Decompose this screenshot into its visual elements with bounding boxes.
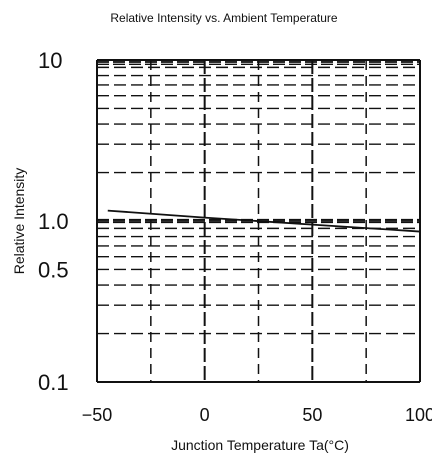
x-tick-label: −50	[82, 405, 113, 425]
y-tick-label: 10	[38, 48, 62, 73]
x-tick-labels: −50 0 50 100	[82, 405, 432, 425]
y-tick-label: 1.0	[38, 209, 69, 234]
y-axis-label: Relative Intensity	[11, 168, 27, 275]
x-tick-label: 0	[200, 405, 210, 425]
y-tick-label: 0.1	[38, 370, 69, 395]
x-tick-label: 50	[302, 405, 322, 425]
y-tick-labels: 10 1.0 0.5 0.1	[38, 48, 69, 395]
x-tick-label: 100	[405, 405, 432, 425]
x-axis-label: Junction Temperature Ta(°C)	[171, 437, 349, 453]
series-layer	[107, 209, 421, 233]
y-tick-label: 0.5	[38, 257, 69, 282]
series-line	[107, 209, 421, 233]
chart-title: Relative Intensity vs. Ambient Temperatu…	[110, 11, 338, 25]
